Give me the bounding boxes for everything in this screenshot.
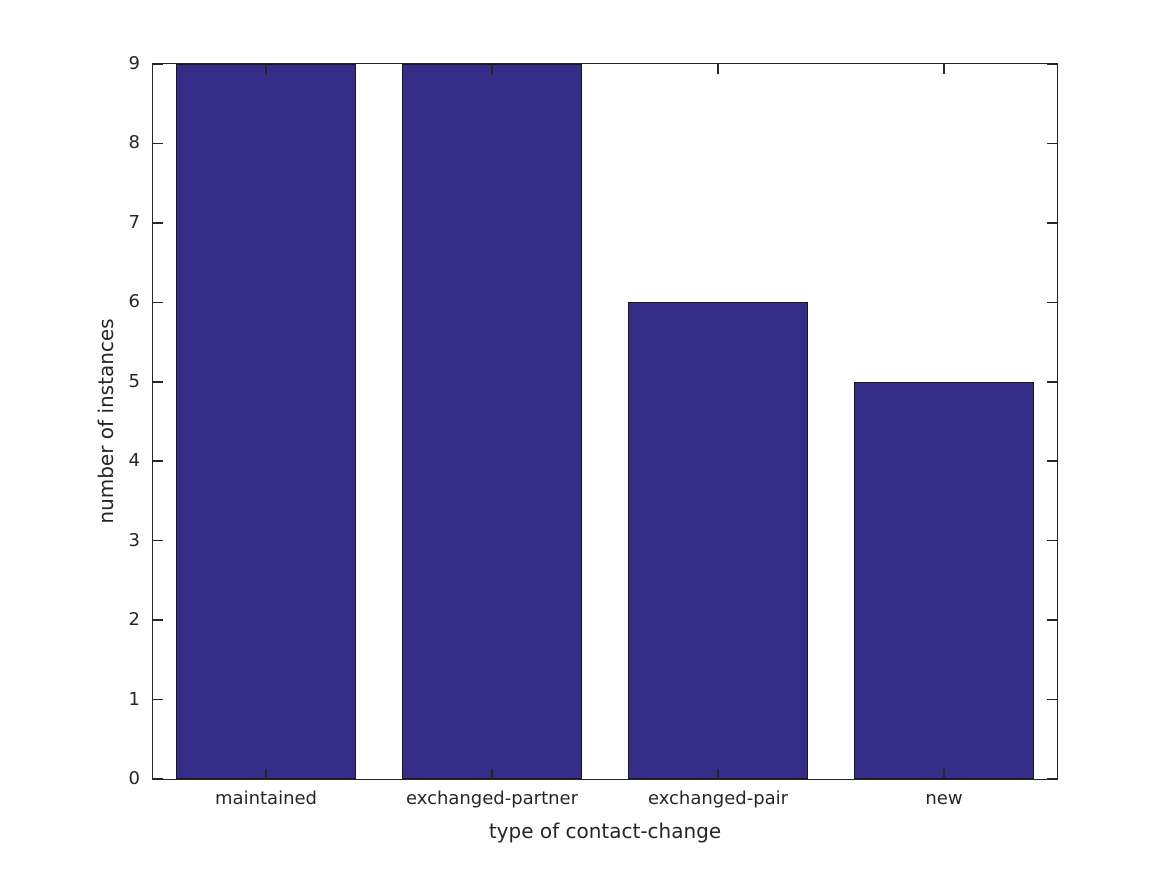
x-tick-label-exchanged-partner: exchanged-partner [405, 788, 579, 809]
y-tick-label: 8 [128, 132, 140, 154]
y-tick-right [1047, 460, 1057, 462]
y-tick-label: 9 [128, 53, 140, 74]
y-tick-right [1047, 301, 1057, 304]
x-tick-top [717, 64, 719, 74]
y-tick-label: 5 [128, 370, 140, 392]
y-tick-right [1047, 539, 1057, 542]
y-tick-left [153, 381, 163, 383]
x-tick-bottom [265, 769, 267, 779]
y-tick-left [153, 63, 163, 65]
bar-new [853, 381, 1035, 779]
x-tick-top [491, 64, 493, 74]
bar-exchanged-partner [401, 64, 583, 779]
y-tick-left [153, 698, 163, 701]
y-tick-label: 4 [128, 450, 140, 472]
x-tick-label-maintained: maintained [215, 788, 317, 809]
x-tick-bottom [717, 769, 719, 779]
y-tick-label: 0 [128, 768, 140, 789]
x-tick-label-new: new [925, 788, 963, 809]
y-tick-label: 3 [128, 529, 140, 551]
y-tick-left [153, 142, 163, 145]
y-tick-left [153, 778, 163, 780]
y-tick-right [1047, 778, 1057, 780]
x-tick-top [943, 64, 945, 74]
y-tick-right [1047, 698, 1057, 701]
y-tick-left [153, 619, 163, 621]
y-tick-right [1047, 222, 1057, 224]
y-axis-label: number of instances [94, 318, 118, 524]
y-tick-right [1047, 619, 1057, 621]
y-tick-label: 6 [128, 291, 140, 313]
x-tick-top [265, 64, 267, 74]
y-tick-right [1047, 63, 1057, 65]
bar-maintained [175, 64, 357, 779]
y-tick-left [153, 460, 163, 462]
bar-exchanged-pair [627, 302, 809, 779]
x-tick-label-exchanged-pair: exchanged-pair [647, 788, 789, 809]
y-tick-left [153, 539, 163, 542]
y-tick-left [153, 222, 163, 224]
y-tick-label: 2 [128, 609, 140, 631]
x-tick-bottom [943, 769, 945, 779]
y-tick-label: 1 [128, 688, 140, 710]
x-tick-bottom [491, 769, 493, 779]
x-axis-label: type of contact-change [488, 819, 722, 843]
plot-area: 0 1 2 3 4 5 6 7 8 9 maintained exchanged-partner exc… [129, 55, 1058, 809]
y-tick-left [153, 301, 163, 304]
y-tick-right [1047, 381, 1057, 383]
y-tick-right [1047, 142, 1057, 145]
y-tick-label: 7 [128, 211, 140, 233]
